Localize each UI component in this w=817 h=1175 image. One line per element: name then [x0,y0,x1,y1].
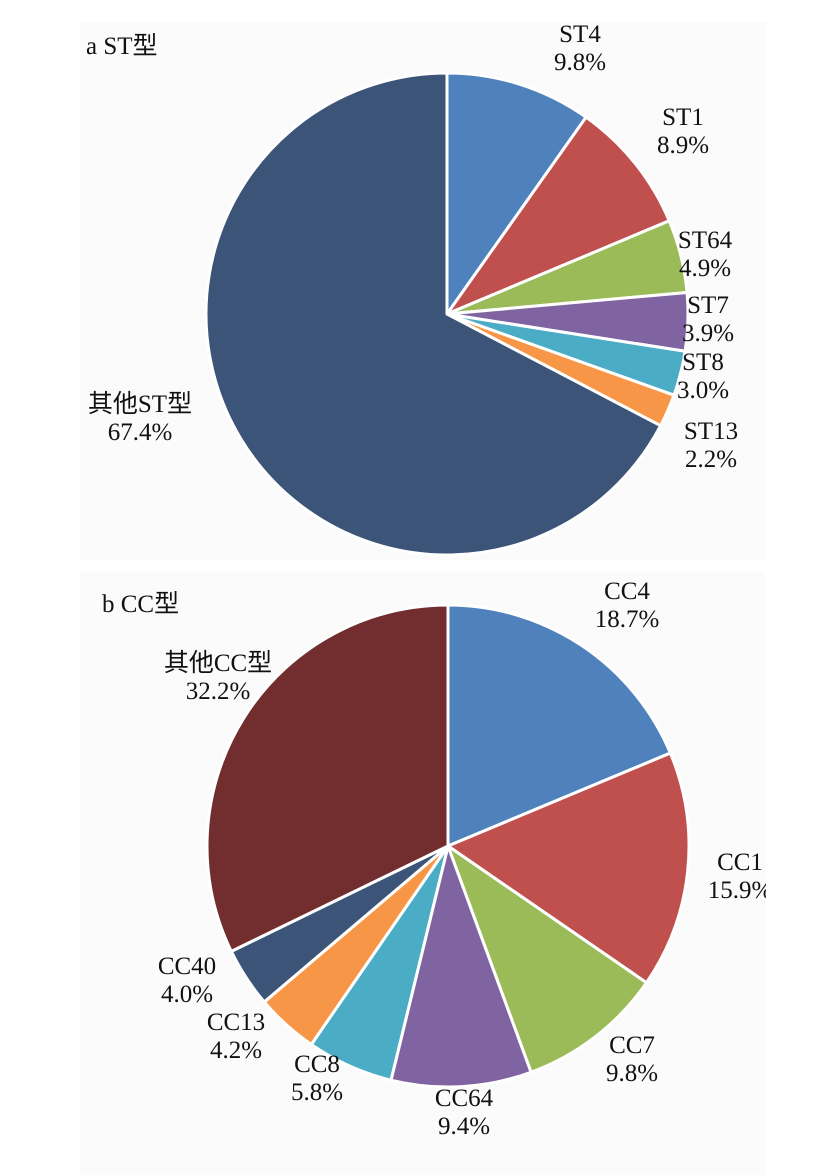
slice-label: ST8 [682,349,724,376]
slice-value-label: 9.8% [554,49,606,76]
slice-label: ST13 [684,418,738,445]
slice-value-label: 2.2% [685,446,737,473]
slice-value-label: 4.2% [210,1037,262,1064]
pie-slice-ST4 [445,71,588,316]
slice-label: CC13 [207,1009,265,1036]
pie-slice-其他ST型 [204,71,663,557]
slice-label: ST4 [559,22,601,48]
slice-label: ST64 [678,227,733,254]
slice-value-label: 9.4% [438,1113,490,1140]
slice-label: CC64 [435,1085,494,1112]
pie-panel-st: a ST型 ST4 9.8% ST1 8.9% ST64 4.9% ST7 3.9% ST8 3.… [80,22,766,560]
slice-value-label: 4.0% [161,981,213,1008]
slice-value-label: 15.9% [708,877,766,904]
slice-value-label: 9.8% [606,1060,658,1087]
pie-slice-CC4 [446,603,672,848]
pie-slice-CC7 [446,844,648,1074]
chart-title: b CC型 [102,590,179,618]
slice-label: CC1 [717,849,763,876]
slice-label: ST1 [662,104,704,131]
slice-label: 其他ST型 [88,390,192,418]
slice-label: CC40 [158,953,216,980]
slice-value-label: 3.0% [677,377,729,404]
slice-value-label: 4.9% [679,255,731,282]
slice-value-label: 5.8% [291,1079,343,1106]
slice-label: CC8 [294,1051,340,1078]
slice-label: CC7 [609,1032,655,1059]
pie-slices [204,71,690,557]
pie-panel-cc: b CC型 CC4 18.7% CC1 15.9% CC7 9.8% CC64 9.4% CC8… [80,572,766,1175]
slice-label: ST7 [687,292,729,319]
pie-slice-ST1 [445,115,671,316]
pie-slice-CC1 [446,751,691,985]
slice-value-label: 8.9% [657,132,709,159]
pie-slices [205,603,691,1089]
pie-slice-其他CC型 [205,603,450,953]
slice-value-label: 18.7% [595,606,660,633]
slice-label: 其他CC型 [164,649,272,677]
slice-value-label: 32.2% [186,678,251,705]
pie-slice-CC64 [389,844,533,1089]
slice-value-label: 67.4% [108,419,173,446]
slice-value-label: 3.9% [682,320,734,347]
chart-title: a ST型 [86,32,158,60]
slice-label: CC4 [604,578,650,605]
